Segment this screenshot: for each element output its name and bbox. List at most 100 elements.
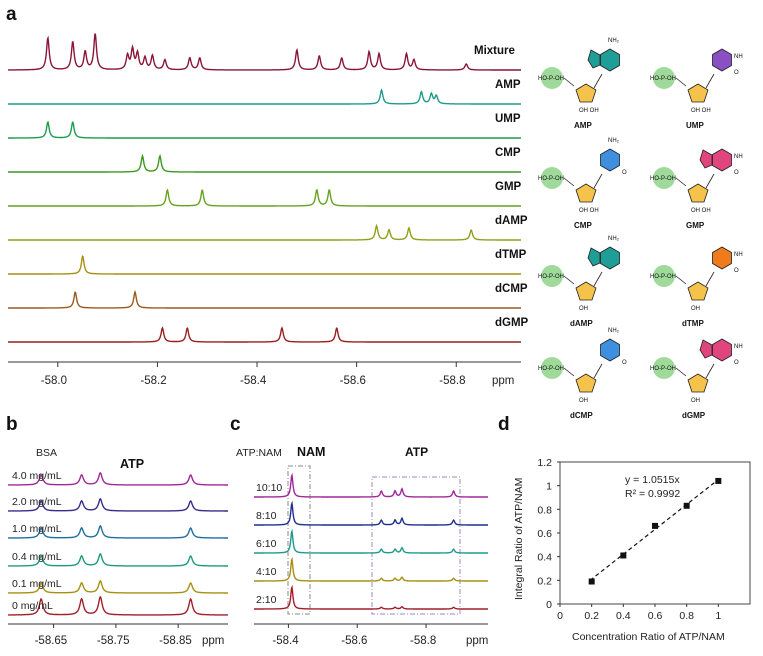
bsa-trace-label: 0.1 mg/mL (12, 578, 62, 590)
panel-c-ratio-title: ATP:NAM (236, 447, 282, 459)
structure-gmp: HO-P-OH OH OH NH O GMP (650, 148, 743, 230)
panel-b-tick-label: -58.75 (97, 635, 130, 647)
panel-c-atp-title: ATP (405, 445, 428, 459)
glycosidic-bond (705, 271, 715, 287)
phosphate-bond (563, 77, 575, 87)
ratio-trace-label: 10:10 (256, 482, 282, 494)
phosphate-label: HO-P-OH (538, 176, 564, 182)
ratio-trace (254, 500, 488, 526)
bsa-trace (8, 472, 228, 486)
phosphate-circle (653, 167, 675, 189)
panel-b-atp-title: ATP (120, 457, 144, 471)
bsa-trace-label: 4.0 mg/mL (12, 470, 62, 482)
sugar-ring (687, 183, 709, 203)
glycosidic-bond (593, 363, 603, 379)
ratio-trace-label: 6:10 (256, 538, 277, 550)
panel-d-xtick-label: 0.4 (616, 610, 631, 622)
phosphate-bond (675, 177, 687, 187)
glycosidic-bond (705, 73, 715, 89)
data-point (715, 477, 722, 484)
imidazole-ring (587, 247, 601, 267)
trace-label-gmp: GMP (495, 181, 522, 193)
sugar-ring (687, 373, 709, 393)
imidazole-ring (699, 339, 713, 359)
panel-b-traces: 4.0 mg/mL 2.0 mg/mL 1.0 mg/mL 0.4 mg/mL 0.1 … (8, 470, 228, 616)
panel-b-xlabel: ppm (202, 635, 224, 647)
sugar-hydroxyl: OH (691, 306, 700, 312)
oxo-group: O (734, 170, 739, 176)
trace-cmp (8, 153, 521, 173)
panel-a: a Mixture AMP UMP CMP GMP dAMP dTMP dCMP dGMP -5… (6, 4, 529, 387)
trace-label-cmp: CMP (495, 147, 521, 159)
phosphate-label: HO-P-OH (538, 274, 564, 280)
phosphate-circle (653, 67, 675, 89)
panel-d-ytick-label: 0 (546, 599, 552, 611)
bsa-trace (8, 553, 228, 567)
glycosidic-bond (593, 73, 603, 89)
trace-dgmp (8, 326, 521, 343)
bsa-trace (8, 525, 228, 539)
trace-label-damp: dAMP (495, 215, 528, 227)
phosphate-label: HO-P-OH (538, 366, 564, 372)
base-ring (712, 246, 732, 270)
panel-b-label: b (6, 414, 18, 435)
panel-d-ytick-label: 0.8 (537, 504, 552, 516)
panel-d-xtick-label: 0.8 (679, 610, 694, 622)
base-ring (712, 148, 732, 172)
panel-d-ytick-label: 0.6 (537, 528, 552, 540)
glycosidic-bond (593, 173, 603, 189)
panel-d-label: d (498, 414, 510, 435)
phosphate-bond (563, 275, 575, 285)
panel-a-label: a (6, 4, 17, 25)
panel-c-tick-label: -58.6 (341, 635, 367, 647)
panel-d-xlabel: Concentration Ratio of ATP/NAM (572, 631, 725, 643)
sugar-ring (575, 183, 597, 203)
glycosidic-bond (705, 363, 715, 379)
sugar-hydroxyl: OH (691, 398, 700, 404)
phosphate-label: HO-P-OH (650, 274, 676, 280)
bsa-trace-label: 0 mg/mL (12, 600, 53, 612)
glycosidic-bond (593, 271, 603, 287)
sugar-hydroxyl: OH OH (691, 208, 711, 214)
phosphate-circle (653, 265, 675, 287)
panel-a-tick-label: -58.6 (340, 375, 366, 387)
sugar-hydroxyl: OH OH (579, 108, 599, 114)
trace-dcmp (8, 289, 521, 309)
panel-c-traces: 10:10 8:10 6:10 4:10 2:10 (254, 472, 488, 610)
trace-label-amp: AMP (495, 79, 521, 91)
base-ring (712, 48, 732, 72)
panel-d: d 0 0.2 0.4 0.6 0.8 1 1.2 0 0.2 0.4 0.6 0.8 1 y = 1.… (498, 414, 751, 643)
structure-label-damp: dAMP (570, 319, 593, 328)
amino-group: NH₂ (608, 138, 620, 144)
structure-cmp: HO-P-OH OH OH NH₂ O CMP (538, 138, 627, 230)
panel-a-tick-label: -58.2 (140, 375, 166, 387)
trace-label-dcmp: dCMP (495, 283, 528, 295)
trace-gmp (8, 188, 521, 207)
panel-d-ylabel: Integral Ratio of ATP/NAM (513, 478, 525, 600)
phosphate-bond (563, 177, 575, 187)
panel-d-ytick-label: 1.2 (537, 457, 552, 469)
bsa-trace-label: 1.0 mg/mL (12, 523, 62, 535)
bsa-trace-label: 0.4 mg/mL (12, 551, 62, 563)
structure-damp: HO-P-OH OH NH₂ dAMP (538, 236, 620, 328)
phosphate-label: HO-P-OH (538, 76, 564, 82)
trace-damp (8, 223, 521, 241)
ratio-trace-label: 4:10 (256, 566, 277, 578)
trace-ump (8, 120, 521, 139)
amino-group: NH₂ (608, 328, 620, 334)
sugar-ring (687, 83, 709, 103)
panel-d-xtick-label: 0.2 (584, 610, 599, 622)
structure-label-dtmp: dTMP (682, 319, 704, 328)
ratio-trace-label: 2:10 (256, 594, 277, 606)
imino-group: NH (734, 154, 743, 160)
phosphate-circle (541, 357, 563, 379)
trace-amp (8, 88, 521, 105)
phosphate-label: HO-P-OH (650, 76, 676, 82)
ratio-trace (254, 472, 488, 498)
bsa-trace-label: 2.0 mg/mL (12, 496, 62, 508)
structure-amp: HO-P-OH OH OH NH₂ AMP (538, 38, 620, 130)
sugar-hydroxyl: OH (579, 306, 588, 312)
data-point (683, 502, 690, 509)
structure-label-ump: UMP (686, 121, 704, 130)
